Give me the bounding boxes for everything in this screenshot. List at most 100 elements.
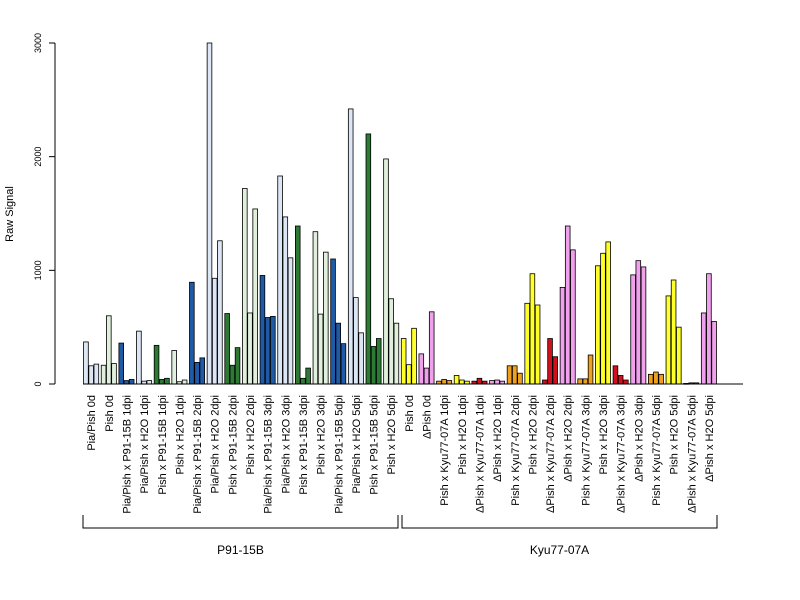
group-label: Kyu77-07A [530,543,589,557]
x-tick-label: Pish x H2O 3dpi [316,395,328,474]
bar [706,273,712,385]
bar [181,379,188,385]
bar [423,367,430,385]
bar [164,377,170,385]
bar [612,365,619,385]
x-tick-label: ΔPish x H2O 3dpi [633,395,645,482]
bar [294,225,301,385]
x-tick-label: Pish x P91-15B 1dpi [157,395,169,495]
bar [234,347,241,385]
bar [559,286,566,385]
x-tick-label: Pia/Pish x P91-15B 2dpi [192,395,204,514]
x-tick-label: Pish x H2O 2dpi [245,395,257,474]
x-tick-label: Pia/Pish x H2O 2dpi [210,395,222,493]
y-tick-label: 0 [33,381,43,386]
x-tick-label: Pish x Kyu77-07A 2dpi [510,395,522,506]
bar [375,338,382,385]
bar [517,372,523,385]
group-bracket [401,515,718,529]
x-tick-label: Pish x Kyu77-07A 1dpi [439,395,451,506]
x-tick-label: ΔPish x Kyu77-07A 2dpi [545,395,557,513]
x-tick-label: Pish 0d [404,395,416,432]
bar [418,353,425,385]
x-tick-label: Pia/Pish x P91-15B 3dpi [263,395,275,514]
x-tick-label: ΔPish 0d [422,395,434,439]
bar [582,378,589,385]
bar [224,313,230,385]
bar [494,379,500,385]
group-label: P91-15B [217,543,264,557]
bar [406,364,412,385]
x-tick-label: ΔPish x H2O 1dpi [492,395,504,482]
bar [158,379,165,385]
bar [623,379,629,385]
group-bracket [82,515,399,529]
bar [393,322,400,385]
bar [570,249,576,385]
x-tick-label: Pish x Kyu77-07A 3dpi [580,395,592,506]
bar [617,375,624,385]
bar [383,158,389,385]
x-tick-label: Pish x H2O 3dpi [598,395,610,474]
bar [453,375,460,385]
y-axis-title: Raw Signal [4,186,16,242]
bar [428,311,435,385]
bar [264,317,271,385]
bar [330,258,336,385]
bar [658,373,664,385]
bar [365,133,372,385]
y-tick-label: 1000 [33,260,43,280]
bar [534,304,541,385]
bar [564,225,571,385]
bar [323,251,329,385]
x-tick-label: Pia/Pish x H2O 3dpi [280,395,292,493]
bar [700,312,707,385]
bar [242,188,248,385]
bar [347,108,354,385]
y-tick-label: 2000 [33,147,43,167]
bars-layer [83,42,717,385]
bar [506,365,513,385]
bar [146,380,153,385]
x-tick-label: Pia/Pish x P91-15B 1dpi [121,395,133,514]
bar [312,231,319,385]
bar [305,367,311,385]
bar [547,338,553,385]
x-tick-label: ΔPish x Kyu77-07A 5dpi [686,395,698,513]
x-tick-label: Pia/Pish x H2O 1dpi [139,395,151,493]
bar [411,327,417,385]
x-tick-label: Pia/Pish x H2O 5dpi [351,395,363,493]
x-tick-label: Pish x H2O 5dpi [669,395,681,474]
bar [648,373,654,385]
bar [476,377,483,385]
bar [400,338,407,385]
bar [277,175,283,385]
bar [512,365,518,385]
bar [353,297,359,385]
bar [340,343,347,385]
bar [630,274,636,385]
bar [300,377,306,385]
bar [676,326,682,385]
bar [640,266,647,385]
bar [153,344,160,385]
x-tick-label: ΔPish x Kyu77-07A 3dpi [616,395,628,513]
bar [247,312,253,385]
bar [128,379,135,385]
bar [211,277,218,385]
bar [229,364,236,385]
bar [100,364,107,385]
labels-layer: 0 1000 2000 3000 Pia/Pish 0d Pish 0d Pia/Pish … [33,33,716,557]
x-tick-label: Pish x H2O 1dpi [174,395,186,474]
x-tick-label: ΔPish x H2O 2dpi [563,395,575,482]
x-tick-label: Pia/Pish 0d [86,395,98,451]
bar [665,295,672,385]
bar [446,380,453,385]
bar [282,216,289,385]
x-tick-label: Pish x P91-15B 3dpi [298,395,310,495]
bar [577,378,583,385]
x-tick-label: Pish x Kyu77-07A 5dpi [651,395,663,506]
bar [270,315,276,385]
bar [489,380,495,385]
